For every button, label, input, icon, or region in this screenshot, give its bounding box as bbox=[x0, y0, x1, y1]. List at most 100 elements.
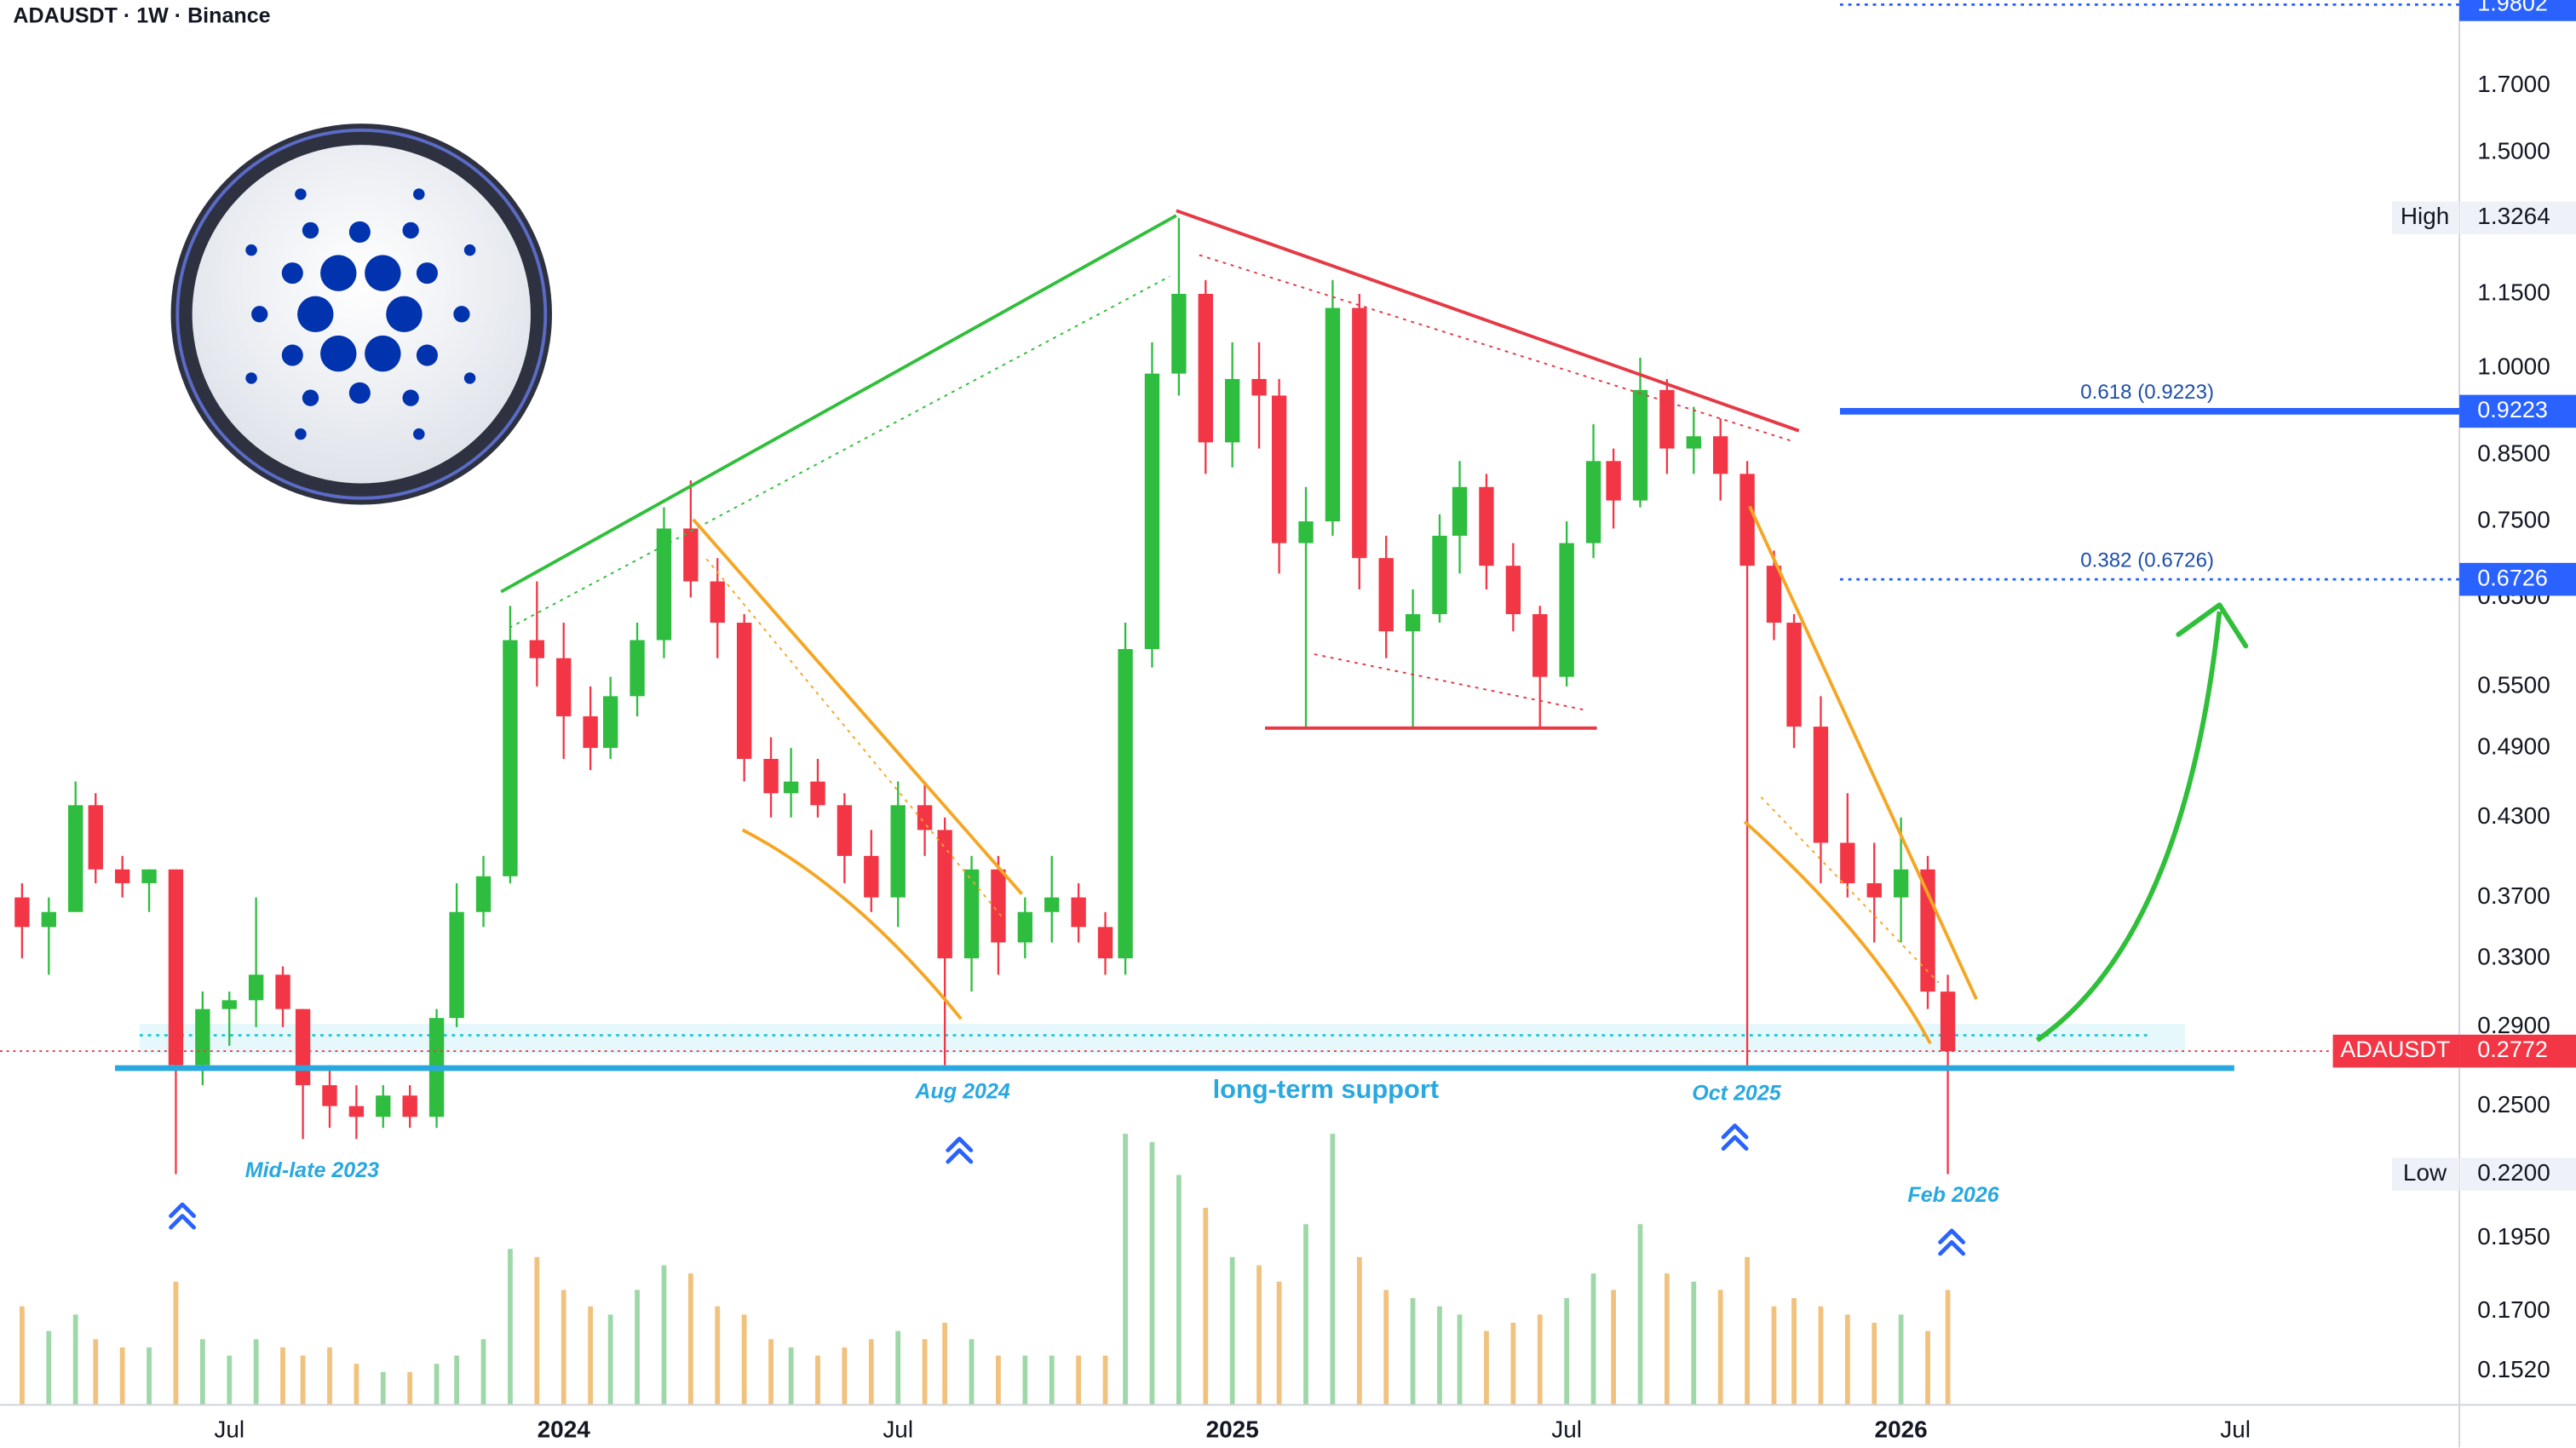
candle-body bbox=[937, 830, 952, 959]
candle-body bbox=[963, 869, 980, 959]
volume-bar bbox=[588, 1306, 594, 1405]
x-tick-label: 2025 bbox=[1206, 1416, 1259, 1443]
marker-value-box bbox=[2461, 1158, 2576, 1191]
volume-pane bbox=[20, 1134, 1951, 1405]
candle-body bbox=[1505, 566, 1521, 615]
volume-bar bbox=[635, 1290, 640, 1405]
candle-body bbox=[1786, 623, 1802, 727]
candle-body bbox=[195, 1008, 210, 1066]
candle-body bbox=[656, 528, 672, 641]
volume-bar bbox=[46, 1330, 52, 1405]
candle-body bbox=[1405, 614, 1421, 632]
logo bbox=[170, 124, 553, 505]
volume-bar bbox=[561, 1290, 566, 1405]
volume-bar bbox=[1276, 1281, 1282, 1405]
volume-bar bbox=[1123, 1134, 1128, 1405]
volume-bar bbox=[199, 1339, 205, 1405]
volume-bar bbox=[20, 1306, 25, 1405]
y-tick-label: 0.1950 bbox=[2477, 1223, 2550, 1250]
y-tick-label: 1.5000 bbox=[2477, 137, 2550, 164]
candle-body bbox=[1559, 543, 1574, 677]
volume-bar bbox=[815, 1355, 820, 1405]
candle-body bbox=[322, 1085, 337, 1106]
volume-bar bbox=[1356, 1256, 1362, 1405]
symbol-tag bbox=[2332, 1034, 2460, 1068]
volume-bar bbox=[1945, 1290, 1951, 1405]
candle-body bbox=[376, 1095, 391, 1118]
candle-body bbox=[783, 781, 799, 794]
volume-bar bbox=[227, 1355, 233, 1405]
trend-line bbox=[509, 275, 1170, 629]
volume-bar bbox=[661, 1265, 667, 1405]
volume-bar bbox=[1611, 1290, 1616, 1405]
volume-bar bbox=[1691, 1281, 1697, 1405]
volume-bar bbox=[354, 1364, 359, 1405]
candle-body bbox=[1585, 461, 1601, 543]
volume-bar bbox=[687, 1273, 693, 1405]
y-tick-label: 0.4900 bbox=[2477, 733, 2550, 759]
marker-value-box bbox=[2461, 201, 2576, 235]
y-tick-label: 0.2900 bbox=[2477, 1012, 2550, 1038]
volume-bar bbox=[1510, 1322, 1516, 1405]
candle-body bbox=[1017, 911, 1033, 943]
volume-bar bbox=[868, 1339, 874, 1405]
candle-body bbox=[1198, 294, 1213, 443]
channel-line bbox=[1760, 796, 1940, 984]
price-axis bbox=[2459, 0, 2576, 1448]
price-tag-text: 0.6726 bbox=[2477, 565, 2548, 590]
y-tick-label: 1.1500 bbox=[2477, 279, 2550, 305]
volume-bar bbox=[1229, 1256, 1235, 1405]
candle-body bbox=[1893, 869, 1909, 898]
volume-bar bbox=[895, 1330, 901, 1405]
volume-bar bbox=[607, 1314, 613, 1405]
volume-bar bbox=[1791, 1298, 1797, 1405]
candle-body bbox=[1432, 535, 1447, 615]
price-tag bbox=[2459, 1034, 2576, 1068]
candle-body bbox=[41, 911, 56, 928]
candle-body bbox=[1378, 558, 1394, 632]
volume-bar bbox=[72, 1314, 78, 1405]
volume-bar bbox=[1537, 1314, 1543, 1405]
chevrons bbox=[169, 1123, 1966, 1256]
volume-bar bbox=[1410, 1298, 1416, 1405]
volume-bar bbox=[768, 1339, 773, 1405]
candles bbox=[14, 217, 1956, 1175]
x-tick-label: Jul bbox=[883, 1416, 913, 1443]
annotation: long-term support bbox=[1213, 1074, 1440, 1104]
volume-bar bbox=[119, 1347, 125, 1405]
volume-bar bbox=[454, 1355, 460, 1405]
volume-bar bbox=[380, 1371, 386, 1405]
price-tag-text: 1.9802 bbox=[2477, 0, 2548, 16]
volume-bar bbox=[842, 1347, 848, 1405]
y-tick-label: 0.4300 bbox=[2477, 802, 2550, 829]
x-tick-label: Jul bbox=[2220, 1416, 2251, 1443]
volume-bar bbox=[508, 1249, 513, 1405]
volume-bar bbox=[1076, 1355, 1082, 1405]
candle-body bbox=[275, 974, 290, 1009]
candle-body bbox=[1713, 436, 1728, 474]
channel-line bbox=[1743, 820, 1932, 1045]
annotation: Aug 2024 bbox=[914, 1080, 1009, 1104]
candle-body bbox=[475, 876, 492, 912]
symbol-tag-text: ADAUSDT bbox=[2340, 1037, 2450, 1062]
x-tick-label: Jul bbox=[214, 1416, 244, 1443]
volume-bar bbox=[327, 1347, 332, 1405]
candle-body bbox=[763, 758, 779, 794]
volume-bar bbox=[788, 1347, 794, 1405]
volume-bar bbox=[1457, 1314, 1463, 1405]
candle-body bbox=[529, 640, 544, 658]
candle-body bbox=[710, 581, 725, 623]
volume-bar bbox=[942, 1322, 948, 1405]
candle-body bbox=[295, 1008, 311, 1086]
volume-bar bbox=[1925, 1330, 1930, 1405]
candle-body bbox=[1840, 842, 1855, 883]
candle-body bbox=[736, 623, 752, 759]
candle-body bbox=[917, 805, 933, 830]
y-tick-label: 0.3300 bbox=[2477, 943, 2550, 969]
annotation: Feb 2026 bbox=[1907, 1183, 1999, 1207]
candle-body bbox=[602, 696, 618, 749]
candle-body bbox=[1686, 436, 1701, 449]
volume-bar bbox=[1149, 1141, 1155, 1405]
volume-bar bbox=[300, 1355, 306, 1405]
